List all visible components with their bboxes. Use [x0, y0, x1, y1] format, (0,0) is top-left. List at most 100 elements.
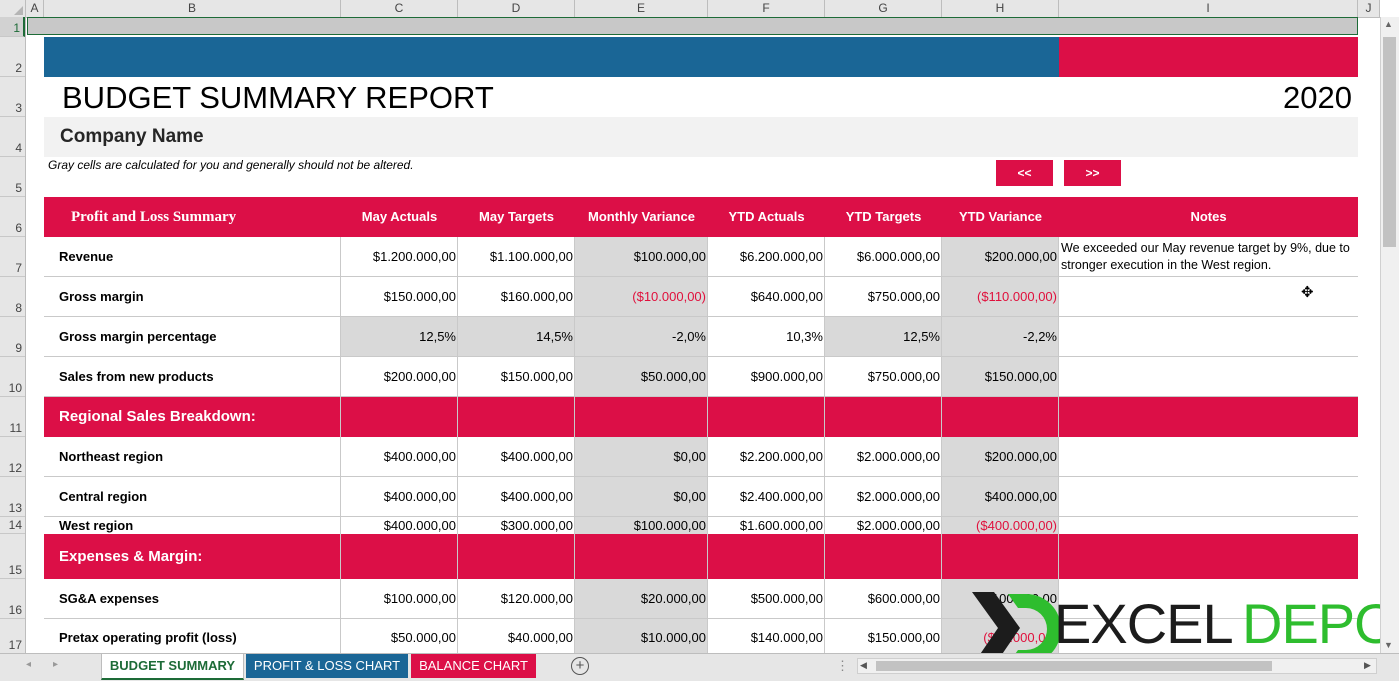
- cell-revenue-ytd-targets[interactable]: $6.000.000,00: [856, 249, 940, 264]
- cell-we-monthly-variance[interactable]: $100.000,00: [633, 518, 706, 533]
- cell-sga-ytd-targets[interactable]: $600.000,00: [867, 591, 940, 606]
- cell-ne-ytd-actuals[interactable]: $2.200.000,00: [739, 449, 823, 464]
- cell-gm-ytd-variance[interactable]: ($110.000,00): [977, 289, 1057, 304]
- row-header-15[interactable]: 15: [0, 534, 25, 579]
- hscroll-right-icon[interactable]: ▶: [1364, 660, 1371, 670]
- row-label-gross-margin[interactable]: Gross margin: [59, 289, 144, 304]
- row-header-13[interactable]: 13: [0, 477, 25, 517]
- cell-ne-ytd-targets[interactable]: $2.000.000,00: [856, 449, 940, 464]
- row-header-9[interactable]: 9: [0, 317, 25, 357]
- cell-we-ytd-actuals[interactable]: $1.600.000,00: [739, 518, 823, 533]
- cell-np-ytd-targets[interactable]: $750.000,00: [867, 369, 940, 384]
- horizontal-scrollbar[interactable]: ◀ ▶: [857, 658, 1377, 674]
- row-label-revenue[interactable]: Revenue: [59, 249, 114, 264]
- vertical-scroll-thumb[interactable]: [1383, 37, 1396, 247]
- cell-gm-may-actuals[interactable]: $150.000,00: [383, 289, 456, 304]
- cell-ne-ytd-variance[interactable]: $200.000,00: [984, 449, 1057, 464]
- row-label-new-products[interactable]: Sales from new products: [59, 369, 214, 384]
- cell-we-may-actuals[interactable]: $400.000,00: [383, 518, 456, 533]
- cell-revenue-monthly-variance[interactable]: $100.000,00: [633, 249, 706, 264]
- cell-sga-monthly-variance[interactable]: $20.000,00: [640, 591, 706, 606]
- row-label-west[interactable]: West region: [59, 518, 134, 533]
- row-label-pretax[interactable]: Pretax operating profit (loss): [59, 630, 237, 645]
- cell-ce-may-actuals[interactable]: $400.000,00: [383, 489, 456, 504]
- cell-revenue-ytd-variance[interactable]: $200.000,00: [984, 249, 1057, 264]
- cell-np-monthly-variance[interactable]: $50.000,00: [640, 369, 706, 384]
- column-header-a[interactable]: A: [26, 0, 44, 17]
- scroll-up-icon[interactable]: ▲: [1384, 19, 1393, 29]
- column-header-i[interactable]: I: [1059, 0, 1358, 17]
- cell-gmp-ytd-actuals[interactable]: 10,3%: [786, 329, 823, 344]
- column-header-j[interactable]: J: [1358, 0, 1380, 17]
- row-header-16[interactable]: 16: [0, 579, 25, 619]
- cell-ce-ytd-variance[interactable]: $400.000,00: [984, 489, 1057, 504]
- vertical-scrollbar[interactable]: ▲ ▼: [1380, 17, 1399, 653]
- cell-revenue-may-targets[interactable]: $1.100.000,00: [489, 249, 573, 264]
- column-header-e[interactable]: E: [575, 0, 708, 17]
- row-header-12[interactable]: 12: [0, 437, 25, 477]
- column-header-f[interactable]: F: [708, 0, 825, 17]
- next-button[interactable]: >>: [1064, 160, 1121, 186]
- column-header-g[interactable]: G: [825, 0, 942, 17]
- row-header-11[interactable]: 11: [0, 397, 25, 437]
- row-1-selection[interactable]: [27, 17, 1358, 35]
- add-sheet-icon[interactable]: +: [571, 657, 589, 675]
- hscroll-left-icon[interactable]: ◀: [860, 660, 867, 670]
- cell-revenue-ytd-actuals[interactable]: $6.200.000,00: [739, 249, 823, 264]
- cell-gmp-monthly-variance[interactable]: -2,0%: [672, 329, 706, 344]
- cell-gm-may-targets[interactable]: $160.000,00: [500, 289, 573, 304]
- cell-pt-monthly-variance[interactable]: $10.000,00: [640, 630, 706, 645]
- cell-ne-may-targets[interactable]: $400.000,00: [500, 449, 573, 464]
- cell-gmp-may-actuals[interactable]: 12,5%: [419, 329, 456, 344]
- split-handle-icon[interactable]: ⋮: [836, 658, 849, 673]
- previous-button[interactable]: <<: [996, 160, 1053, 186]
- row-label-sga[interactable]: SG&A expenses: [59, 591, 159, 606]
- row-header-4[interactable]: 4: [0, 117, 25, 157]
- tab-profit-loss-chart[interactable]: PROFIT & LOSS CHART: [246, 654, 408, 678]
- row-label-gm-percentage[interactable]: Gross margin percentage: [59, 329, 217, 344]
- tab-scroll-left-icon[interactable]: ◂: [26, 659, 32, 670]
- cell-gmp-ytd-targets[interactable]: 12,5%: [903, 329, 940, 344]
- cell-ce-may-targets[interactable]: $400.000,00: [500, 489, 573, 504]
- scroll-down-icon[interactable]: ▼: [1384, 640, 1393, 650]
- row-header-7[interactable]: 7: [0, 237, 25, 277]
- cell-we-ytd-targets[interactable]: $2.000.000,00: [856, 518, 940, 533]
- cell-pt-ytd-actuals[interactable]: $140.000,00: [750, 630, 823, 645]
- row-header-17[interactable]: 17: [8, 638, 22, 652]
- row-header-10[interactable]: 10: [0, 357, 25, 397]
- row-label-central[interactable]: Central region: [59, 489, 148, 504]
- cell-ne-monthly-variance[interactable]: $0,00: [673, 449, 706, 464]
- cell-pt-ytd-targets[interactable]: $150.000,00: [867, 630, 940, 645]
- column-header-d[interactable]: D: [458, 0, 575, 17]
- cell-we-may-targets[interactable]: $300.000,00: [500, 518, 573, 533]
- cell-revenue-note[interactable]: We exceeded our May revenue target by 9%…: [1061, 241, 1350, 272]
- cell-np-ytd-variance[interactable]: $150.000,00: [984, 369, 1057, 384]
- cell-pt-may-actuals[interactable]: $50.000,00: [390, 630, 456, 645]
- cell-sga-ytd-actuals[interactable]: $500.000,00: [750, 591, 823, 606]
- tab-budget-summary[interactable]: BUDGET SUMMARY: [101, 654, 244, 680]
- cell-sga-may-actuals[interactable]: $100.000,00: [383, 591, 456, 606]
- row-header-3[interactable]: 3: [0, 77, 25, 117]
- cell-gmp-may-targets[interactable]: 14,5%: [536, 329, 573, 344]
- cell-gmp-ytd-variance[interactable]: -2,2%: [1023, 329, 1057, 344]
- cell-revenue-may-actuals[interactable]: $1.200.000,00: [372, 249, 456, 264]
- horizontal-scroll-thumb[interactable]: [876, 661, 1272, 671]
- row-label-northeast[interactable]: Northeast region: [59, 449, 164, 464]
- cell-pt-may-targets[interactable]: $40.000,00: [507, 630, 573, 645]
- row-header-6[interactable]: 6: [0, 197, 25, 237]
- column-header-c[interactable]: C: [341, 0, 458, 17]
- tab-scroll-right-icon[interactable]: ▸: [53, 659, 59, 670]
- cell-ne-may-actuals[interactable]: $400.000,00: [383, 449, 456, 464]
- select-all-corner[interactable]: [0, 0, 26, 17]
- cell-gm-monthly-variance[interactable]: ($10.000,00): [632, 289, 706, 304]
- cell-gm-ytd-actuals[interactable]: $640.000,00: [750, 289, 823, 304]
- cell-np-may-targets[interactable]: $150.000,00: [500, 369, 573, 384]
- row-header-8[interactable]: 8: [0, 277, 25, 317]
- cell-np-ytd-actuals[interactable]: $900.000,00: [750, 369, 823, 384]
- cell-sga-may-targets[interactable]: $120.000,00: [500, 591, 573, 606]
- row-header-5[interactable]: 5: [0, 157, 25, 197]
- column-header-b[interactable]: B: [44, 0, 341, 17]
- cell-np-may-actuals[interactable]: $200.000,00: [383, 369, 456, 384]
- cell-ce-ytd-actuals[interactable]: $2.400.000,00: [739, 489, 823, 504]
- cell-gm-ytd-targets[interactable]: $750.000,00: [867, 289, 940, 304]
